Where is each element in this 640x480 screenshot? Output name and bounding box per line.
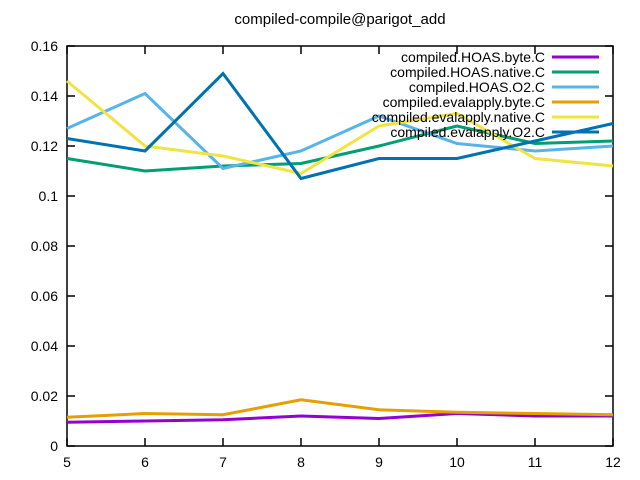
x-tick-label: 6 bbox=[141, 454, 149, 470]
y-tick-label: 0.1 bbox=[39, 188, 59, 204]
legend-label-compiled.HOAS.native.C: compiled.HOAS.native.C bbox=[390, 64, 545, 80]
y-tick-label: 0.16 bbox=[31, 38, 58, 54]
y-tick-label: 0.14 bbox=[31, 88, 58, 104]
x-tick-label: 10 bbox=[449, 454, 465, 470]
y-tick-label: 0.04 bbox=[31, 338, 58, 354]
series-line-compiled.evalapply.native.C bbox=[66, 79, 614, 176]
data-series bbox=[66, 71, 614, 424]
x-tick-label: 8 bbox=[297, 454, 305, 470]
series-line-compiled.HOAS.byte.C bbox=[66, 411, 613, 424]
y-tick-label: 0.02 bbox=[31, 388, 58, 404]
legend-label-compiled.evalapply.O2.C: compiled.evalapply.O2.C bbox=[390, 124, 545, 140]
x-tick-label: 7 bbox=[219, 454, 227, 470]
x-tick-label: 12 bbox=[605, 454, 621, 470]
legend-label-compiled.evalapply.native.C: compiled.evalapply.native.C bbox=[372, 109, 545, 125]
legend-label-compiled.HOAS.O2.C: compiled.HOAS.O2.C bbox=[409, 79, 545, 95]
series-line-compiled.evalapply.byte.C bbox=[66, 398, 614, 419]
legend-label-compiled.evalapply.byte.C: compiled.evalapply.byte.C bbox=[383, 94, 545, 110]
x-tick-label: 5 bbox=[63, 454, 71, 470]
x-tick-label: 9 bbox=[375, 454, 383, 470]
chart-title: compiled-compile@parigot_add bbox=[234, 11, 445, 28]
x-tick-label: 11 bbox=[528, 454, 543, 470]
y-tick-label: 0.06 bbox=[31, 288, 58, 304]
legend-label-compiled.HOAS.byte.C: compiled.HOAS.byte.C bbox=[401, 49, 545, 65]
legend: compiled.HOAS.byte.Ccompiled.HOAS.native… bbox=[372, 49, 599, 140]
series-line-compiled.HOAS.native.C bbox=[66, 124, 614, 173]
axis-ticks: 5 6 7 8 9 10 11 12 0 0.02 0.04 0.06 0.08 0.1 0.12 0.14 0… bbox=[31, 38, 621, 470]
y-tick-label: 0.08 bbox=[31, 238, 58, 254]
y-tick-label: 0.12 bbox=[31, 138, 58, 154]
y-tick-label: 0 bbox=[50, 438, 58, 454]
series-line-compiled.evalapply.O2.C bbox=[66, 71, 614, 181]
